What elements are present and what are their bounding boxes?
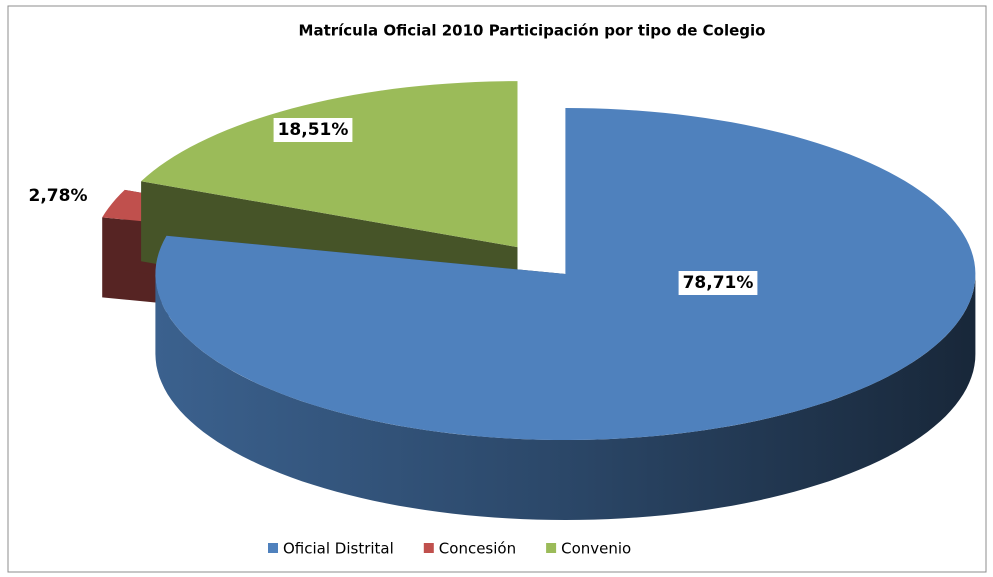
slice-side bbox=[155, 274, 976, 520]
legend-label: Convenio bbox=[561, 540, 631, 558]
legend-label: Concesión bbox=[439, 540, 516, 558]
slice bbox=[155, 108, 976, 440]
legend-swatch bbox=[423, 543, 434, 553]
data-label-bg bbox=[678, 271, 758, 295]
slice bbox=[141, 81, 518, 248]
data-label-bg bbox=[24, 184, 92, 208]
data-label: 2,78% bbox=[29, 186, 88, 206]
data-label: 18,51% bbox=[278, 120, 349, 140]
chart-title: Matrícula Oficial 2010 Participación por… bbox=[299, 22, 766, 40]
data-label: 78,71% bbox=[683, 273, 754, 293]
legend-swatch bbox=[268, 543, 278, 553]
legend-label: Oficial Distrital bbox=[283, 540, 394, 558]
data-label-bg bbox=[273, 118, 353, 142]
legend-swatch bbox=[546, 543, 557, 553]
